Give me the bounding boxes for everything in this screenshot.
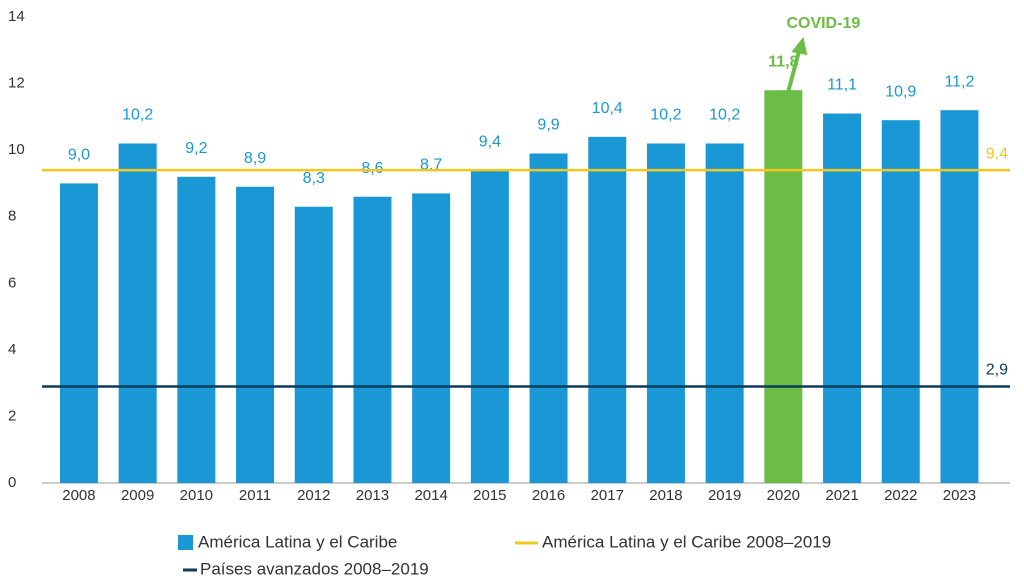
y-tick-label: 12: [8, 75, 25, 92]
data-label: 10,2: [650, 107, 681, 124]
bar: [118, 143, 157, 483]
x-tick-label: 2020: [767, 487, 800, 504]
y-tick-label: 8: [8, 208, 16, 225]
bar: [823, 113, 862, 484]
x-tick-label: 2016: [532, 487, 565, 504]
legend-label: Países avanzados 2008–2019: [200, 559, 429, 578]
bar: [588, 136, 627, 484]
bar: [236, 186, 275, 483]
legend-label: América Latina y el Caribe: [198, 532, 397, 551]
x-tick-label: 2012: [297, 487, 330, 504]
x-tick-label: 2010: [180, 487, 213, 504]
y-tick-label: 4: [8, 341, 16, 358]
x-tick-label: 2015: [473, 487, 506, 504]
bar: [646, 143, 685, 483]
data-label: 10,9: [885, 83, 916, 100]
bar: [529, 153, 568, 483]
data-label: 8,9: [244, 150, 266, 167]
legend-swatch: [178, 535, 193, 550]
x-tick-label: 2021: [825, 487, 858, 504]
bar: [177, 176, 216, 483]
bar: [353, 196, 392, 483]
x-tick-label: 2017: [591, 487, 624, 504]
reference-label: 9,4: [986, 145, 1008, 162]
x-tick-label: 2023: [943, 487, 976, 504]
data-label: 9,4: [479, 133, 501, 150]
data-label: 9,0: [68, 147, 90, 164]
data-label: 10,4: [592, 100, 623, 117]
x-tick-label: 2008: [62, 487, 95, 504]
bar: [940, 110, 979, 483]
bar: [412, 193, 451, 483]
y-tick-label: 10: [8, 141, 25, 158]
x-tick-label: 2022: [884, 487, 917, 504]
legend-label: América Latina y el Caribe 2008–2019: [542, 532, 831, 551]
data-label: 9,2: [185, 140, 207, 157]
x-tick-label: 2019: [708, 487, 741, 504]
bar: [705, 143, 744, 483]
x-tick-label: 2009: [121, 487, 154, 504]
data-label: 8,3: [303, 170, 325, 187]
annotation: COVID-19: [786, 15, 860, 32]
data-label: 11,2: [944, 73, 974, 90]
x-tick-label: 2018: [649, 487, 682, 504]
x-tick-label: 2011: [239, 487, 271, 504]
data-label: 11,1: [827, 77, 857, 94]
annotation-arrow: [785, 49, 802, 96]
x-tick-label: 2013: [356, 487, 389, 504]
data-label: 9,9: [537, 117, 559, 134]
data-label: 8,6: [361, 160, 383, 177]
bar: [294, 206, 333, 483]
bar: [881, 120, 920, 483]
y-tick-label: 14: [8, 8, 25, 25]
y-tick-label: 6: [8, 274, 16, 291]
bar: [59, 183, 98, 483]
y-tick-label: 0: [8, 474, 16, 491]
annotation-arrowhead: [791, 37, 808, 55]
data-label: 10,2: [709, 107, 740, 124]
y-tick-label: 2: [8, 407, 16, 424]
data-label: 11,8: [768, 53, 798, 70]
data-label: 10,2: [122, 107, 153, 124]
reference-label: 2,9: [986, 362, 1008, 379]
bar: [764, 90, 803, 483]
x-tick-label: 2014: [414, 487, 447, 504]
bar: [470, 170, 509, 483]
